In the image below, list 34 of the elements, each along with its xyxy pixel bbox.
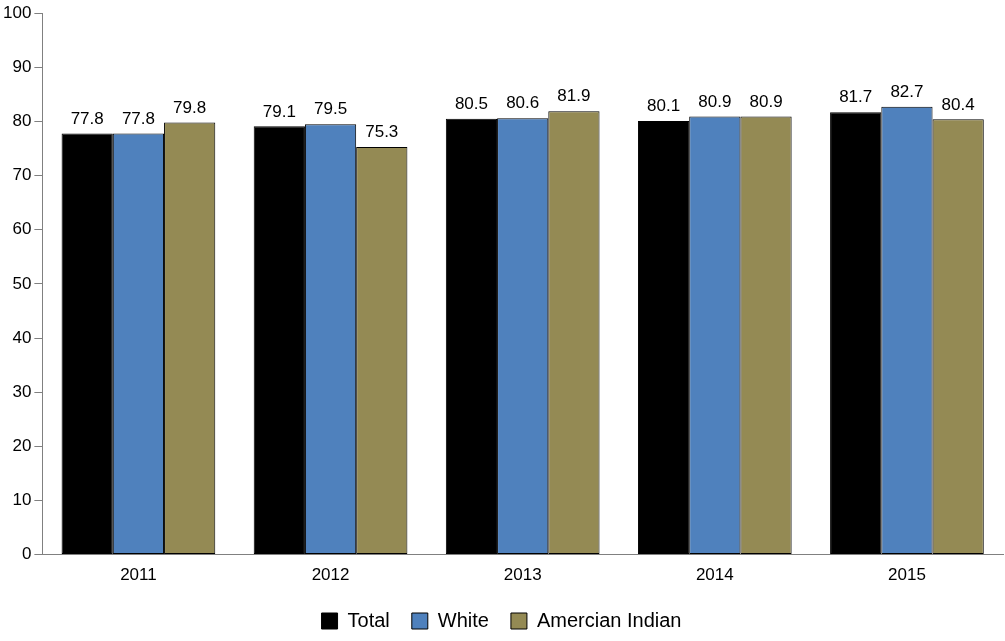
x-tick-label: 2013	[503, 565, 542, 585]
x-tick-label: 2012	[311, 565, 350, 585]
legend-label: White	[437, 608, 489, 631]
x-tick-label: 2011	[120, 565, 157, 585]
y-tick-label: 50	[12, 273, 32, 293]
data-label: 80.9	[749, 91, 783, 111]
y-tick-label: 90	[12, 57, 32, 77]
y-tick-label: 30	[12, 381, 32, 401]
x-tick-label: 2014	[695, 565, 734, 585]
y-tick-label: 60	[12, 219, 32, 239]
data-label: 79.5	[314, 99, 348, 119]
data-label: 81.7	[839, 87, 873, 107]
data-label: 79.8	[173, 97, 207, 117]
y-tick-label: 20	[12, 436, 32, 456]
data-label: 75.3	[365, 122, 399, 142]
data-label: 77.8	[70, 108, 104, 128]
x-tick-label: 2015	[888, 565, 926, 585]
y-tick-label: 100	[2, 2, 32, 22]
y-tick-label: 70	[12, 165, 32, 185]
y-tick-label: 40	[12, 327, 32, 347]
data-label: 80.9	[698, 91, 732, 111]
data-label: 80.6	[506, 93, 540, 113]
data-label: 77.8	[121, 108, 155, 128]
data-label: 80.1	[647, 96, 681, 116]
legend-label: Total	[347, 608, 390, 631]
data-label: 81.9	[557, 86, 591, 106]
data-label: 80.4	[941, 94, 975, 114]
y-tick-label: 0	[21, 544, 32, 564]
y-tick-label: 80	[12, 111, 32, 131]
data-label: 80.5	[454, 93, 488, 113]
data-label: 82.7	[890, 82, 924, 102]
legend-label: Amercian Indian	[536, 608, 682, 631]
data-label: 79.1	[262, 101, 296, 121]
y-tick-label: 10	[12, 490, 32, 510]
